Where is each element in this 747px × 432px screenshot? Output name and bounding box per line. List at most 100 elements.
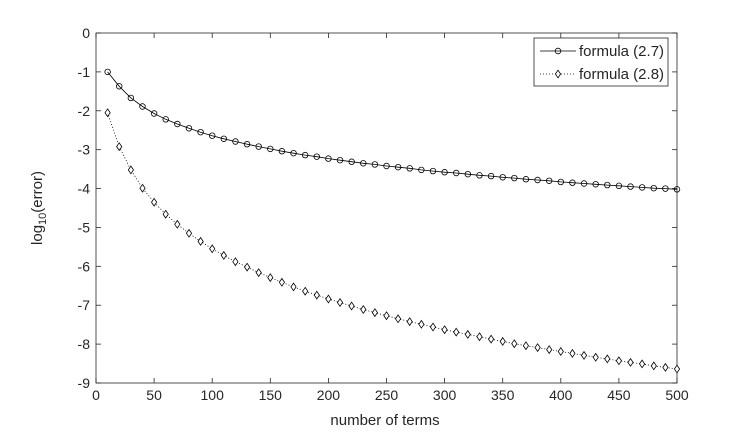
data-point-diamond [476, 332, 483, 342]
data-point-diamond [185, 228, 193, 238]
data-point-diamond [371, 308, 378, 318]
y-axis-label-main: log [29, 225, 46, 245]
data-point-diamond [395, 314, 402, 324]
data-point-circle [313, 153, 320, 160]
data-point-diamond [244, 262, 251, 272]
data-point-diamond [116, 142, 123, 152]
data-point-circle [278, 148, 286, 155]
data-point-diamond [278, 277, 285, 287]
data-point-diamond [313, 290, 320, 300]
data-point-diamond [429, 322, 437, 332]
data-point-circle [534, 176, 541, 184]
legend-label-formula-2-7: formula (2.7) [579, 43, 664, 60]
legend-entry-formula-2-7: formula (2.7) [540, 43, 664, 60]
data-point-circle [150, 110, 158, 117]
data-point-diamond [139, 183, 146, 193]
data-point-diamond [151, 197, 158, 207]
data-point-circle [627, 183, 634, 190]
legend: formula (2.7) formula (2.8) [533, 37, 669, 87]
data-point-circle [406, 165, 413, 172]
data-point-diamond [662, 362, 669, 372]
data-point-circle [255, 143, 262, 150]
y-tick-label: -8 [78, 336, 91, 352]
data-point-diamond [511, 339, 518, 349]
data-point-diamond [418, 319, 425, 329]
legend-label-formula-2-8: formula (2.8) [579, 66, 664, 83]
x-tick-label: 450 [607, 387, 631, 403]
data-point-circle [487, 172, 495, 180]
plot-area [95, 32, 678, 384]
x-axis-label: number of terms [330, 412, 439, 429]
data-point-circle [441, 169, 448, 176]
y-tick-label: -1 [78, 64, 91, 80]
data-point-diamond [569, 348, 576, 358]
data-point-circle [383, 162, 390, 170]
data-point-diamond [232, 257, 239, 267]
data-point-diamond [557, 346, 564, 357]
data-point-diamond [162, 209, 169, 219]
y-tick-label: -7 [78, 297, 91, 313]
data-point-diamond [441, 325, 448, 335]
data-point-diamond [267, 273, 274, 283]
data-point-diamond [174, 219, 181, 229]
data-point-circle [220, 135, 228, 142]
data-point-diamond [348, 301, 355, 311]
data-point-diamond [499, 336, 506, 346]
data-point-circle [476, 172, 483, 179]
axis-ticks: 0 50 100 150 200 250 300 350 400 450 500 0 -1 -2 -3 -4 -… [78, 25, 689, 403]
legend-circle-marker-icon [554, 47, 562, 55]
data-point-diamond [336, 297, 344, 308]
data-point-diamond [290, 282, 297, 292]
data-point-circle [104, 68, 111, 76]
data-point-diamond [220, 250, 227, 260]
series-line [107, 71, 678, 190]
data-point-circle [139, 103, 146, 110]
y-axis-label-subscript: 10 [37, 213, 49, 225]
data-point-circle [522, 176, 530, 183]
data-point-circle [267, 145, 274, 153]
data-point-diamond [650, 361, 657, 371]
data-point-circle [197, 128, 204, 136]
data-point-circle [185, 125, 193, 132]
data-point-circle [348, 158, 355, 165]
data-point-circle [604, 181, 611, 189]
x-tick-label: 50 [146, 387, 162, 403]
x-tick-label: 350 [491, 387, 515, 403]
data-point-diamond [383, 311, 390, 321]
data-point-circle [174, 120, 181, 128]
data-point-diamond [592, 352, 599, 362]
data-point-circle [673, 186, 681, 193]
data-point-diamond [197, 236, 204, 246]
x-tick-label: 100 [201, 387, 225, 403]
data-point-circle [429, 167, 437, 175]
y-tick-label: -4 [78, 181, 91, 197]
data-point-diamond [627, 357, 634, 367]
x-tick-label: 200 [317, 387, 341, 403]
x-tick-label: 0 [92, 387, 100, 403]
data-point-circle [162, 116, 169, 123]
data-point-circle [127, 94, 135, 102]
data-point-circle [243, 141, 251, 148]
x-tick-label: 250 [375, 387, 399, 403]
legend-diamond-marker-icon [554, 69, 562, 79]
data-point-diamond [302, 286, 309, 296]
data-point-diamond [580, 350, 588, 360]
data-point-circle [662, 185, 669, 192]
y-tick-label: -3 [78, 142, 91, 158]
data-point-diamond [488, 334, 495, 344]
legend-entry-formula-2-8: formula (2.8) [540, 66, 664, 83]
data-point-circle [232, 138, 239, 145]
plot-frame [95, 32, 678, 384]
data-point-circle [580, 180, 588, 187]
data-point-circle [615, 182, 623, 190]
data-point-diamond [406, 317, 413, 327]
data-point-diamond [360, 304, 367, 315]
data-point-circle [336, 156, 344, 164]
series-1 [104, 68, 681, 193]
data-point-circle [569, 179, 576, 186]
data-point-circle [592, 181, 599, 188]
data-point-diamond [639, 359, 646, 369]
y-tick-label: 0 [82, 25, 90, 41]
data-point-circle [511, 174, 518, 182]
